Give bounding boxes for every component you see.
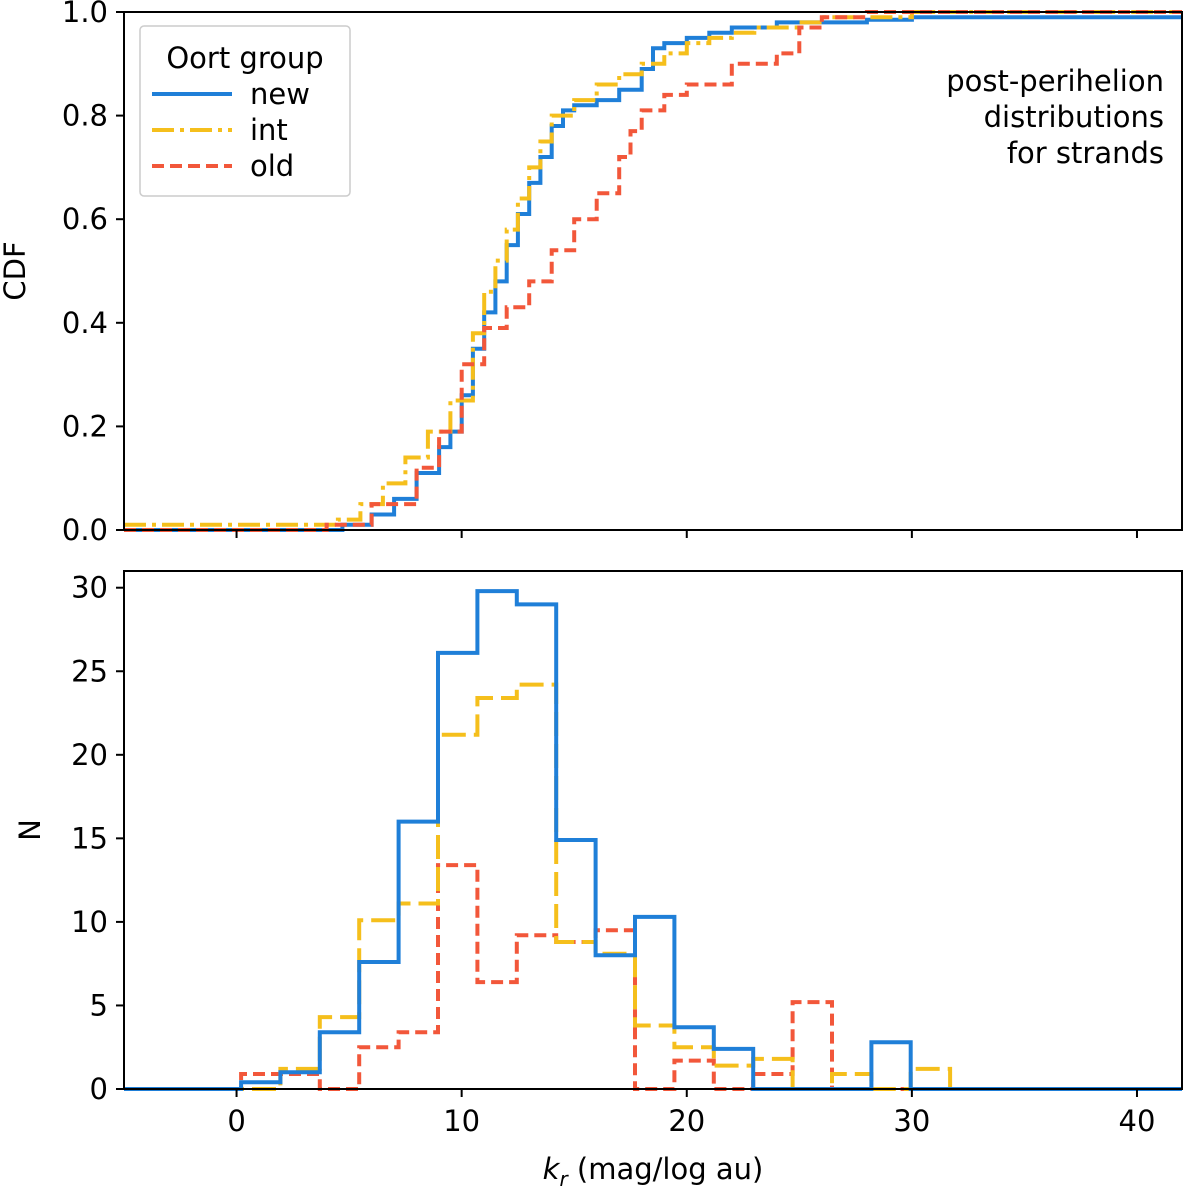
histogram-x-tick-label: 10 (443, 1104, 480, 1138)
histogram-y-axis-label: N (13, 819, 47, 841)
cdf-y-ticks: 0.0 0.2 0.4 0.6 0.8 1.0 (62, 0, 124, 547)
cdf-y-tick-label: 0.6 (62, 202, 108, 236)
x-axis-label-k: k (543, 1152, 561, 1186)
cdf-y-tick-label: 0.8 (62, 99, 108, 133)
histogram-x-tick-label: 0 (227, 1104, 245, 1138)
histogram-y-ticks: 0 5 10 15 20 25 30 (71, 571, 124, 1106)
cdf-series-group (124, 10, 1182, 532)
histogram-x-tick-label: 20 (668, 1104, 705, 1138)
histogram-panel: 0 5 10 15 20 25 30 0 10 20 30 40 N kr (mag/log au) (13, 570, 1183, 1191)
x-axis-label-subscript: r (559, 1167, 569, 1191)
histogram-x-tick-label: 40 (1119, 1104, 1156, 1138)
histogram-line-new (124, 589, 1182, 1091)
legend-frame (139, 25, 351, 197)
histogram-series-group (124, 589, 1182, 1091)
histogram-y-tick-label: 15 (71, 821, 108, 855)
cdf-y-tick-label: 1.0 (62, 0, 108, 29)
cdf-line-old (124, 10, 1182, 532)
histogram-x-tick-label: 30 (893, 1104, 930, 1138)
x-axis-label-units: (mag/log au) (568, 1152, 764, 1186)
cdf-y-tick-label: 0.0 (62, 513, 108, 547)
histogram-line-int (124, 682, 1182, 1091)
cdf-y-axis-label: CDF (0, 241, 32, 300)
cdf-line-int (124, 10, 1182, 527)
legend-entry-int: int (250, 113, 288, 147)
legend-entry-new: new (250, 77, 310, 111)
annotation-line-2: distributions (984, 100, 1164, 134)
cdf-y-tick-label: 0.2 (62, 409, 108, 443)
cdf-x-ticks (235, 530, 1138, 538)
histogram-line-old (124, 863, 1182, 1091)
annotation-line-3: for strands (1007, 136, 1164, 170)
histogram-y-tick-label: 0 (90, 1072, 108, 1106)
x-axis-label: kr (mag/log au) (543, 1152, 764, 1191)
cdf-axes-frame (123, 11, 1183, 531)
legend-title: Oort group (166, 41, 323, 75)
histogram-y-tick-label: 20 (71, 738, 108, 772)
annotation: post-perihelion distributions for strand… (946, 64, 1164, 170)
histogram-x-ticks: 0 10 20 30 40 (227, 1089, 1155, 1138)
histogram-y-tick-label: 30 (71, 571, 108, 605)
legend-entry-old: old (250, 149, 294, 183)
legend: Oort group new int old (139, 25, 351, 197)
histogram-y-tick-label: 10 (71, 905, 108, 939)
cdf-y-tick-label: 0.4 (62, 306, 108, 340)
annotation-line-1: post-perihelion (946, 64, 1164, 98)
histogram-axes-frame (123, 570, 1183, 1090)
histogram-y-tick-label: 5 (90, 988, 108, 1022)
histogram-y-tick-label: 25 (71, 654, 108, 688)
cdf-panel: 0.0 0.2 0.4 0.6 0.8 1.0 CDF Oort group new in… (0, 0, 1183, 547)
